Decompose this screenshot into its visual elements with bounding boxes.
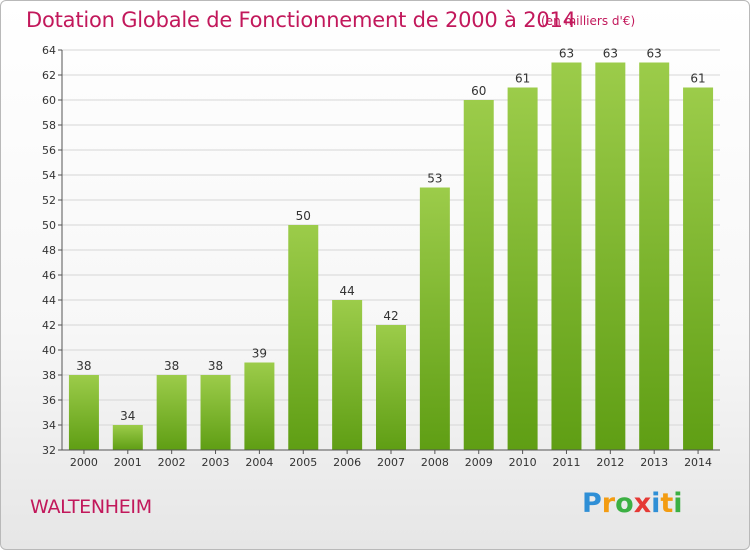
bar-2014 [683, 87, 714, 450]
x-tick-label: 2004 [245, 456, 273, 469]
bar-2003 [200, 375, 231, 450]
x-tick-label: 2007 [377, 456, 405, 469]
chart-title: Dotation Globale de Fonctionnement de 20… [26, 8, 576, 32]
data-label-2013: 63 [647, 47, 662, 61]
y-tick-label: 34 [42, 419, 56, 432]
bar-2004 [244, 362, 275, 450]
commune-name: WALTENHEIM [30, 496, 152, 518]
data-label-2002: 38 [164, 359, 179, 373]
bars [68, 62, 714, 450]
y-tick-label: 58 [42, 119, 56, 132]
x-tick-label: 2011 [552, 456, 580, 469]
bar-2012 [595, 62, 626, 450]
logo-letter: P [582, 488, 602, 519]
y-tick-label: 46 [42, 269, 56, 282]
axes: 32 34 36 38 40 42 44 46 48 50 52 54 56 58 60 62 64 2000 20… [42, 44, 720, 469]
x-tick-label: 2010 [509, 456, 537, 469]
y-tick-label: 40 [42, 344, 56, 357]
bar-2006 [332, 300, 363, 450]
logo-letter: x [633, 488, 652, 519]
proxiti-logo: Proxiti [582, 488, 683, 519]
logo-letter: i [673, 488, 683, 519]
bar-2010 [507, 87, 538, 450]
x-tick-label: 2013 [640, 456, 668, 469]
bar-2000 [68, 375, 99, 450]
data-label-2012: 63 [603, 47, 618, 61]
y-tick-label: 64 [42, 44, 56, 57]
data-label-2005: 50 [296, 209, 311, 223]
logo-letter: o [615, 488, 634, 519]
chart-subtitle: (en milliers d'€) [541, 14, 636, 28]
logo-letter: r [601, 488, 616, 519]
x-tick-label: 2012 [596, 456, 624, 469]
bar-2005 [288, 225, 319, 450]
x-tick-label: 2014 [684, 456, 712, 469]
data-label-2010: 61 [515, 72, 530, 86]
bar-2008 [419, 187, 450, 450]
data-label-2000: 38 [76, 359, 91, 373]
x-tick-label: 2006 [333, 456, 361, 469]
logo-letter: t [660, 488, 674, 519]
bar-2009 [463, 100, 494, 450]
x-tick-label: 2001 [114, 456, 142, 469]
y-tick-label: 52 [42, 194, 56, 207]
y-tick-label: 38 [42, 369, 56, 382]
data-label-2008: 53 [427, 172, 442, 186]
y-tick-label: 42 [42, 319, 56, 332]
bar-2001 [112, 425, 143, 450]
x-tick-label: 2009 [465, 456, 493, 469]
bar-2002 [156, 375, 187, 450]
x-tick-label: 2002 [158, 456, 186, 469]
x-tick-label: 2000 [70, 456, 98, 469]
x-tick-label: 2005 [289, 456, 317, 469]
data-label-2007: 42 [383, 309, 398, 323]
bar-2011 [551, 62, 582, 450]
y-tick-label: 50 [42, 219, 56, 232]
data-label-2011: 63 [559, 47, 574, 61]
y-tick-label: 54 [42, 169, 56, 182]
data-label-2009: 60 [471, 84, 486, 98]
logo-letter: i [651, 488, 661, 519]
data-labels: 38 34 38 38 39 50 44 42 53 60 61 63 63 63 61 [76, 47, 705, 424]
x-tick-label: 2008 [421, 456, 449, 469]
y-tick-label: 32 [42, 444, 56, 457]
data-label-2004: 39 [252, 347, 267, 361]
data-label-2003: 38 [208, 359, 223, 373]
y-tick-label: 48 [42, 244, 56, 257]
data-label-2014: 61 [690, 72, 705, 86]
bar-2013 [639, 62, 670, 450]
bar-2007 [376, 325, 406, 450]
x-tick-label: 2003 [202, 456, 230, 469]
y-tick-label: 56 [42, 144, 56, 157]
data-label-2006: 44 [339, 284, 354, 298]
y-tick-label: 44 [42, 294, 56, 307]
y-tick-label: 60 [42, 94, 56, 107]
y-tick-label: 36 [42, 394, 56, 407]
data-label-2001: 34 [120, 409, 135, 423]
y-tick-label: 62 [42, 69, 56, 82]
